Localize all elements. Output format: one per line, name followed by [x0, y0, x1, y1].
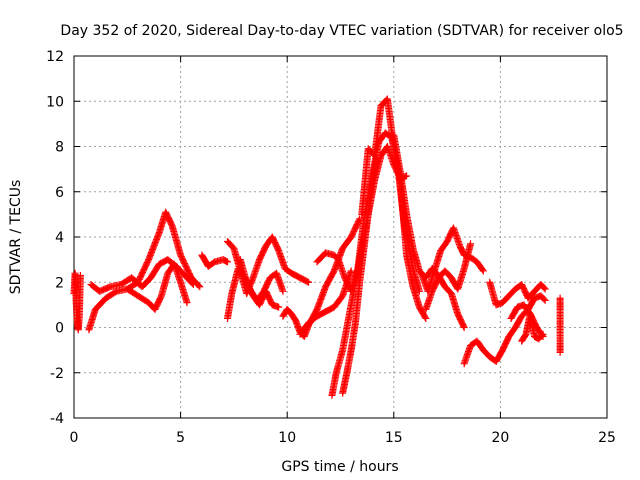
x-tick-label: 15 [385, 430, 403, 446]
y-axis-tick-labels: -4 -2 0 2 4 6 8 10 12 [46, 49, 64, 427]
x-axis-tick-labels: 0 5 10 15 20 25 [70, 430, 616, 446]
data-point [275, 303, 283, 311]
data-point [538, 331, 546, 339]
data-point [539, 330, 547, 338]
series-track [236, 256, 283, 311]
series-track [486, 278, 549, 309]
y-tick-label: 6 [55, 185, 64, 201]
data-point [279, 287, 287, 295]
data-point [183, 299, 191, 307]
data-point [303, 278, 311, 286]
series-track [123, 260, 191, 313]
y-tick-label: 0 [55, 321, 64, 337]
y-tick-label: 8 [55, 140, 64, 156]
y-axis-label: SDTVAR / TECUs [8, 180, 24, 295]
y-tick-label: 2 [55, 275, 64, 291]
data-point [467, 240, 475, 248]
data-point [76, 271, 84, 279]
x-tick-label: 0 [70, 430, 79, 446]
series-track [198, 251, 232, 270]
y-tick-label: 4 [55, 230, 64, 246]
data-point [188, 279, 196, 287]
data-point [460, 322, 468, 330]
x-tick-label: 10 [278, 430, 296, 446]
series-track [339, 154, 381, 397]
y-tick-label: 10 [46, 94, 64, 110]
series-track [70, 269, 84, 334]
data-point [421, 313, 429, 321]
data-point [195, 282, 203, 290]
x-tick-label: 25 [598, 430, 616, 446]
data-point [479, 267, 487, 275]
x-tick-label: 20 [491, 430, 509, 446]
data-point [541, 285, 549, 293]
y-tick-label: -4 [50, 411, 64, 427]
data-point [556, 348, 564, 356]
series-track [422, 240, 475, 313]
data-point [196, 283, 204, 291]
data-point [305, 278, 313, 286]
data-point [224, 258, 232, 266]
y-tick-label: -2 [50, 366, 64, 382]
x-tick-label: 5 [176, 430, 185, 446]
series-track [390, 131, 468, 331]
grid-lines [74, 56, 607, 418]
series-track [518, 310, 547, 345]
data-point [540, 284, 548, 292]
series-track [460, 292, 549, 368]
data-points [70, 95, 564, 399]
data-point [540, 295, 548, 303]
data-point [422, 314, 430, 322]
data-point [478, 266, 486, 274]
chart-title: Day 352 of 2020, Sidereal Day-to-day VTE… [60, 23, 623, 39]
data-point [541, 296, 549, 304]
data-point [460, 324, 468, 331]
data-point [189, 281, 197, 289]
x-axis-label: GPS time / hours [281, 459, 398, 475]
series-track [418, 224, 487, 295]
y-tick-label: 12 [46, 49, 64, 65]
data-point [347, 267, 355, 275]
series-track [85, 208, 204, 334]
series-track [556, 294, 564, 356]
